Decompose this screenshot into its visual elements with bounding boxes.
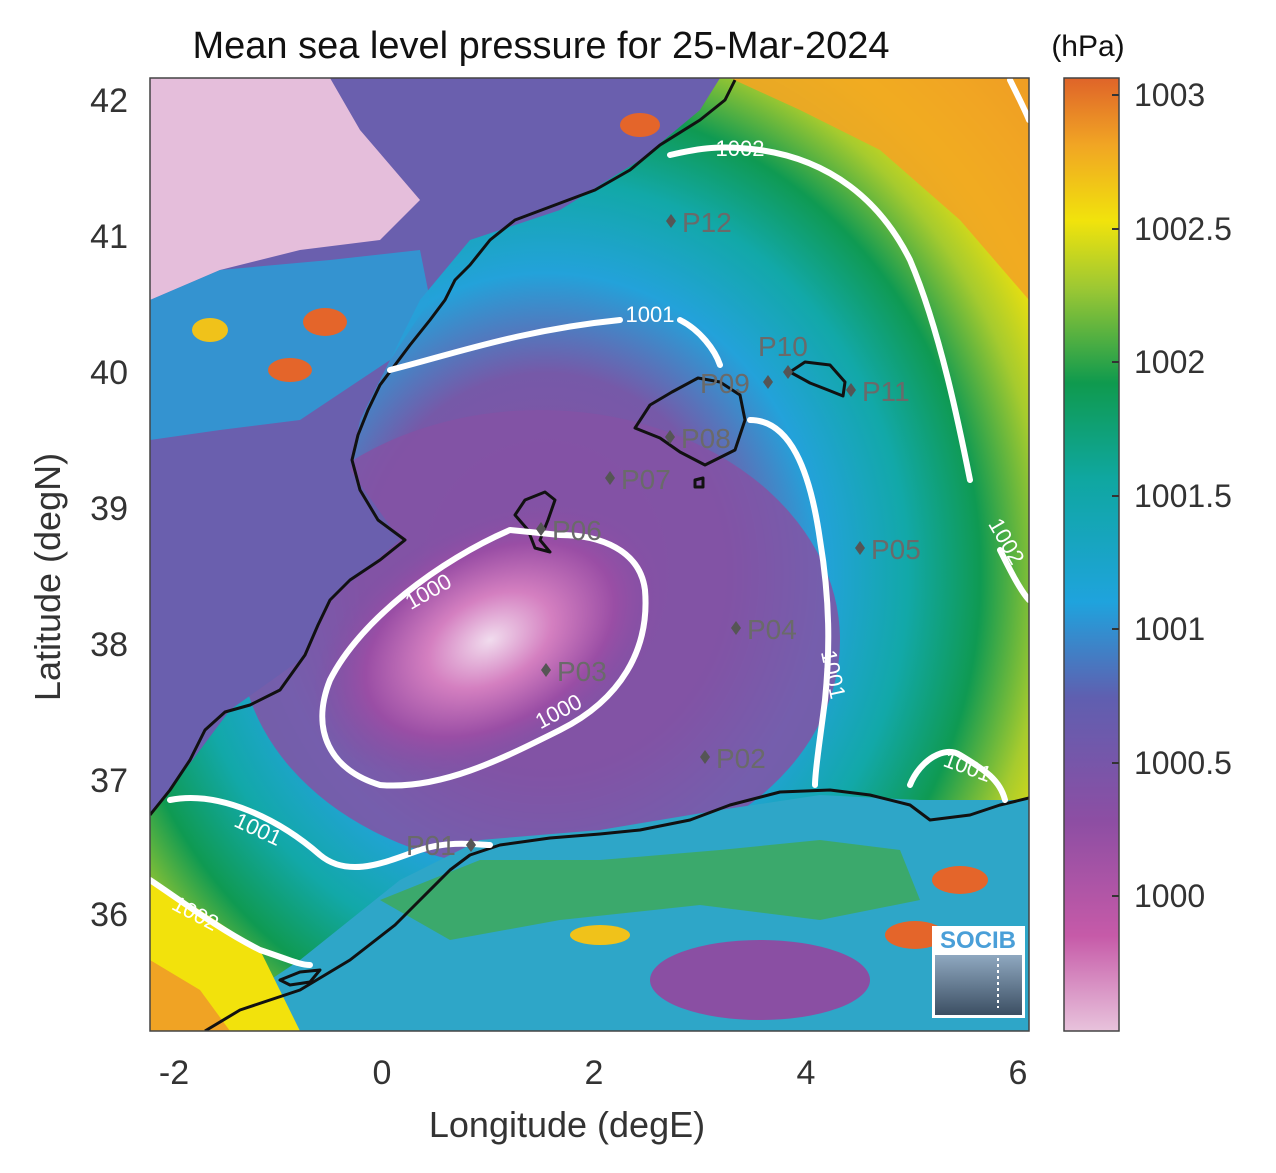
point-p01: P01: [406, 830, 476, 861]
iberia-blue: [150, 250, 430, 440]
point-p12: P12: [666, 207, 732, 238]
point-p06: P06: [536, 515, 602, 546]
hotspot: [192, 318, 228, 342]
point-label: P11: [862, 376, 910, 407]
map-title: Mean sea level pressure for 25-Mar-2024: [192, 25, 889, 67]
point-label: P10: [758, 331, 808, 362]
y-axis-label: Latitude (degN): [27, 453, 68, 701]
map-panel: 1000 1000 1001 1001 1001 1001 1002 1002 …: [150, 78, 1029, 1031]
contour-label: 1002: [716, 136, 765, 161]
point-marker: [783, 365, 793, 379]
point-marker: [846, 383, 856, 397]
y-tick-label: 38: [90, 626, 128, 664]
colorbar-tick-label: 1002: [1134, 344, 1205, 380]
contour-1000: [319, 527, 649, 789]
iberia-land: [150, 78, 720, 815]
colorbar-tick-label: 1001: [1134, 611, 1205, 647]
point-marker: [466, 838, 476, 852]
colorbar-tick-label: 1003: [1134, 77, 1205, 113]
colorbar-gradient: [1063, 77, 1120, 1032]
contour-1002-east: [997, 78, 1029, 603]
point-p09: P09: [700, 368, 773, 399]
iberian-coastline: [150, 79, 737, 816]
x-tick-label: 6: [1009, 1054, 1028, 1092]
colorbar-tick-label: 1001.5: [1134, 478, 1232, 514]
point-label: P04: [747, 614, 797, 645]
x-axis-label: Longitude (degE): [429, 1104, 705, 1145]
point-p02: P02: [700, 743, 766, 774]
hotspot: [570, 925, 630, 945]
point-marker: [665, 430, 675, 444]
alboran: [278, 968, 322, 987]
hotspot: [932, 866, 988, 894]
y-tick-label: 36: [90, 896, 128, 934]
point-marker: [855, 541, 865, 555]
y-tick-label: 41: [90, 218, 128, 256]
y-tick-label: 39: [90, 490, 128, 528]
point-label: P01: [406, 830, 456, 861]
mallorca: [633, 376, 747, 467]
point-label: P08: [681, 423, 731, 454]
point-marker: [605, 471, 615, 485]
contour-label: 1001: [626, 302, 675, 327]
africa-low: [650, 940, 870, 1020]
hotspot: [620, 113, 660, 137]
cabrera: [693, 476, 705, 489]
menorca: [788, 360, 847, 398]
colorbar: (hPa) 1000 1000.5 1001 1001.5 1002 1002.…: [1051, 30, 1232, 1032]
point-marker: [700, 750, 710, 764]
sw-orange: [150, 960, 230, 1031]
point-p05: P05: [855, 534, 921, 565]
low-center: [313, 501, 667, 779]
contour-1001-sw: [167, 795, 493, 871]
point-p07: P07: [605, 464, 671, 495]
contour-1002-north: [667, 144, 973, 483]
point-p03: P03: [541, 656, 607, 687]
logo-text: SOCIB: [940, 927, 1016, 954]
point-p04: P04: [731, 614, 797, 645]
point-label: P09: [700, 368, 750, 399]
point-p08: P08: [665, 423, 731, 454]
map-frame: [149, 77, 1030, 1032]
hotspot: [303, 308, 347, 336]
point-label: P12: [682, 207, 732, 238]
hotspot: [885, 921, 945, 949]
x-tick-label: 2: [585, 1054, 604, 1092]
african-coastline: [204, 788, 1029, 1031]
y-axis: 36 37 38 39 40 41 42: [90, 82, 128, 934]
contour-1001-east: [747, 417, 832, 788]
y-tick-label: 42: [90, 82, 128, 120]
contour-1002-sw: [150, 877, 313, 968]
y-tick-label: 40: [90, 354, 128, 392]
contour-1001-north: [387, 317, 723, 373]
point-p11: P11: [846, 376, 910, 407]
iberia-pink: [150, 78, 420, 300]
point-marker: [763, 375, 773, 389]
point-marker: [541, 663, 551, 677]
point-label: P06: [552, 515, 602, 546]
point-label: P05: [871, 534, 921, 565]
point-label: P07: [621, 464, 671, 495]
point-p10: P10: [758, 331, 808, 379]
x-tick-label: -2: [159, 1054, 189, 1092]
socib-logo: SOCIB: [932, 926, 1025, 1018]
colorbar-tick-label: 1002.5: [1134, 211, 1232, 247]
colorbar-unit: (hPa): [1051, 30, 1124, 63]
x-tick-label: 0: [373, 1054, 392, 1092]
point-marker: [536, 522, 546, 536]
colorbar-tick-label: 1000.5: [1134, 745, 1232, 781]
ne-high: [730, 78, 1029, 300]
contour-1001-se: [907, 748, 1008, 803]
x-axis: -2 0 2 4 6: [159, 1054, 1028, 1092]
hotspot: [268, 358, 312, 382]
x-tick-label: 4: [797, 1054, 816, 1092]
point-marker: [731, 621, 741, 635]
point-marker: [666, 214, 676, 228]
point-label: P03: [557, 656, 607, 687]
y-tick-label: 37: [90, 762, 128, 800]
point-label: P02: [716, 743, 766, 774]
africa-green: [380, 840, 920, 940]
colorbar-tick-label: 1000: [1134, 878, 1205, 914]
